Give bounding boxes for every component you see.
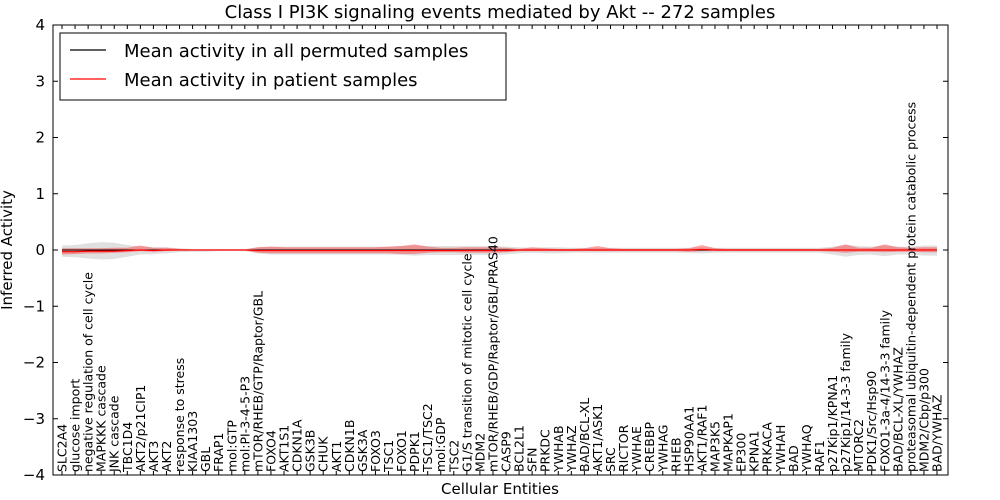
x-tick-label: YWHAG [655,425,670,473]
x-tick-label: PDK1/Src/Hsp90 [864,371,879,472]
y-axis-label: Inferred Activity [0,190,16,310]
chart-title: Class I PI3K signaling events mediated b… [225,2,776,23]
x-tick-label: AKT3 [146,441,161,472]
y-tick-label: −2 [23,354,45,372]
x-tick-label: BAD/YWHAZ [930,395,945,472]
x-tick-label: SLC2A4 [55,424,70,472]
x-tick-label: RICTOR [616,424,631,472]
series-lines [62,248,937,253]
y-tick-label: 4 [35,16,45,34]
x-tick-label: AKT1S1 [277,425,292,472]
x-tick-label: YWHAZ [564,425,579,473]
x-tick-label: YWHAQ [799,424,814,473]
x-tick-label: AKT1 [329,441,344,472]
x-tick-label: AKT1/RAF1 [694,405,709,472]
x-tick-label: YWHAH [773,425,788,473]
x-tick-label: CDKN1A [290,419,305,472]
x-tick-label: JNK cascade [107,395,122,473]
y-tick-label: 2 [35,129,45,147]
x-tick-label: PRKACA [760,422,775,472]
x-tick-label: MDM2 [472,433,487,472]
x-tick-label: CASP9 [499,431,514,472]
x-tick-label: MAPKKK cascade [94,365,109,472]
legend-label-patient: Mean activity in patient samples [124,70,418,91]
x-tick-label: KIAA1303 [185,411,200,472]
x-tick-label: proteasomal ubiquitin-dependent protein … [903,102,918,472]
y-axis-ticks: −4 −3 −2 −1 0 1 2 3 4 [23,16,948,484]
x-tick-label: TSC1/TSC2 [420,403,435,473]
y-tick-label: 3 [35,72,45,90]
x-tick-label: MDM2/Cbp/p300 [916,368,931,472]
x-tick-label: AKT1/ASK1 [590,404,605,472]
x-tick-label: EP300 [734,433,749,472]
x-tick-label: FOXO3 [368,430,383,472]
x-tick-label: GBL [198,447,213,472]
x-tick-label: CDKN1B [342,420,357,472]
x-tick-label: BAD [786,445,801,472]
x-tick-label: FOXO4 [263,430,278,472]
x-tick-label: glucose import [68,379,83,472]
x-tick-label: TBC1D4 [120,422,135,473]
x-tick-label: HSP90AA1 [681,406,696,472]
y-tick-label: −3 [23,410,45,428]
x-tick-label: mTOR/RHEB/GDP/Raptor/GBL/PRAS40 [485,236,500,472]
x-tick-label: FOXO1 [394,430,409,472]
x-tick-label: BCL2L1 [512,425,527,472]
x-axis-label: Cellular Entities [441,480,559,498]
x-tick-label: negative regulation of cell cycle [81,272,96,472]
x-tick-label: BAD/BCL-XL [577,398,592,472]
x-tick-label: response to stress [172,358,187,472]
x-tick-label: KPNA1 [747,430,762,472]
x-tick-label: TSC1 [381,440,396,473]
x-tick-label: GSK3B [303,430,318,472]
x-tick-label: PRKDC [538,429,553,472]
y-tick-label: −4 [23,466,45,484]
x-tick-label: mol:GDP [433,417,448,472]
x-tick-label: YWHAB [551,425,566,473]
line-patient [62,248,937,253]
x-tick-label: mTOR/RHEB/GTP/Raptor/GBL [250,291,265,472]
x-tick-label: BAD/BCL-XL/YWHAZ [890,347,905,472]
legend: Mean activity in all permuted samples Me… [59,32,507,101]
legend-box [59,32,507,101]
x-tick-label: YWHAE [629,426,644,473]
x-tick-label: FRAP1 [211,433,226,472]
x-tick-label: mol:GTP [224,420,239,472]
x-tick-label: CREBBP [642,422,657,472]
x-tick-label: AKT2/p21CIP1 [133,385,148,472]
x-tick-label: MAPKAP1 [721,413,736,472]
y-tick-label: 0 [35,241,45,259]
x-tick-label: CHUK [316,436,331,472]
x-tick-label: RHEB [668,437,683,472]
x-tick-label: MTORC2 [851,419,866,472]
x-tick-label: SRC [603,447,618,472]
x-tick-label: AKT2 [159,441,174,472]
x-tick-label: FOXO1-3a-4/14-3-3 family [877,309,892,472]
plot-frame [52,24,949,476]
x-tick-label: RAF1 [812,440,827,472]
x-tick-label: p27Kip1/KPNA1 [825,375,840,472]
y-tick-label: −1 [23,297,45,315]
x-tick-label: SFN [525,448,540,472]
x-tick-label: PDPK1 [407,431,422,472]
band-patient [62,244,937,255]
x-tick-label: mol:PI-3-4-5-P3 [237,376,252,472]
x-tick-label: p27Kip1/14-3-3 family [838,332,853,472]
x-tick-label: G1/S transition of mitotic cell cycle [459,253,474,472]
y-tick-label: 1 [35,185,45,203]
legend-label-permuted: Mean activity in all permuted samples [124,41,468,62]
x-tick-label: MAP3K5 [707,421,722,472]
x-tick-label: GSK3A [355,429,370,472]
x-tick-label: TSC2 [446,440,461,473]
